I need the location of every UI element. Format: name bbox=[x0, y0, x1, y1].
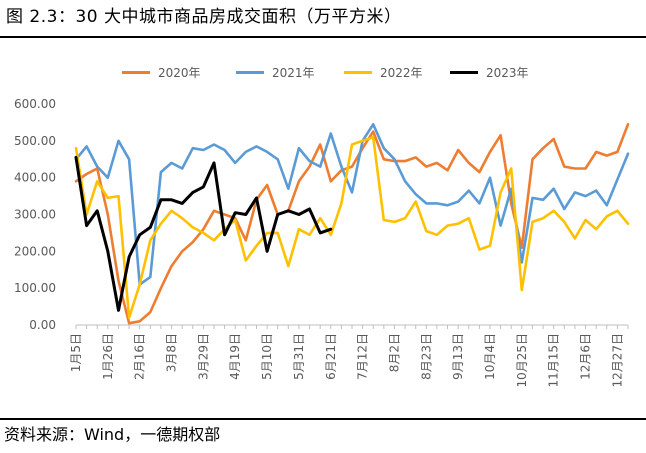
series-lines bbox=[74, 123, 630, 325]
y-tick-label: 0.00 bbox=[29, 318, 56, 332]
source-divider bbox=[0, 418, 646, 420]
legend-swatch-2022 bbox=[344, 70, 372, 74]
x-tick-label: 11月15日 bbox=[547, 333, 561, 388]
y-tick-label: 300.00 bbox=[14, 208, 56, 222]
series-line-2020 bbox=[74, 123, 630, 325]
legend-item-2023: 2023年 bbox=[450, 62, 529, 82]
legend-label-2021: 2021年 bbox=[272, 65, 315, 80]
x-tick-label: 1月5日 bbox=[69, 333, 83, 372]
x-tick-label: 2月16日 bbox=[133, 333, 147, 380]
x-tick-label: 9月13日 bbox=[451, 333, 465, 380]
legend-item-2022: 2022年 bbox=[344, 62, 423, 82]
legend-item-2021: 2021年 bbox=[236, 62, 315, 82]
y-tick-label: 100.00 bbox=[14, 281, 56, 295]
x-tick-label: 5月10日 bbox=[260, 333, 274, 380]
legend-item-2020: 2020年 bbox=[122, 62, 201, 82]
series-line-2021 bbox=[74, 123, 630, 286]
series-line-2023 bbox=[74, 155, 333, 312]
figure-title: 图 2.3：30 大中城市商品房成交面积（万平方米） bbox=[6, 7, 402, 27]
x-tick-label: 10月4日 bbox=[483, 333, 497, 380]
x-tick-label: 12月27日 bbox=[610, 333, 624, 388]
title-divider bbox=[0, 36, 646, 38]
x-tick-label: 1月26日 bbox=[101, 333, 115, 380]
x-tick-label: 3月29日 bbox=[196, 333, 210, 380]
legend-label-2022: 2022年 bbox=[380, 65, 423, 80]
x-tick-label: 6月21日 bbox=[324, 333, 338, 380]
x-tick-label: 3月8日 bbox=[165, 333, 179, 372]
x-tick-label: 4月19日 bbox=[228, 333, 242, 380]
series-line-2022 bbox=[74, 135, 630, 319]
line-chart: 0.00 100.00 200.00 300.00 400.00 500.00 600.00… bbox=[14, 97, 630, 388]
legend-label-2020: 2020年 bbox=[158, 65, 201, 80]
x-tick-label: 8月23日 bbox=[419, 333, 433, 380]
x-tick-label: 10月25日 bbox=[515, 333, 529, 388]
y-tick-label: 600.00 bbox=[14, 97, 56, 111]
legend-label-2023: 2023年 bbox=[486, 65, 529, 80]
x-tick-label: 12月6日 bbox=[579, 333, 593, 380]
y-axis: 0.00 100.00 200.00 300.00 400.00 500.00 600.00 bbox=[14, 97, 56, 332]
legend-swatch-2023 bbox=[450, 70, 478, 74]
chart-legend: 2020年 2021年 2022年 2023年 bbox=[0, 62, 646, 82]
x-tick-label: 8月2日 bbox=[387, 333, 401, 372]
legend-swatch-2020 bbox=[122, 70, 150, 74]
x-tick-label: 5月31日 bbox=[292, 333, 306, 380]
source-note: 资料来源：Wind，一德期权部 bbox=[4, 425, 221, 444]
y-tick-label: 200.00 bbox=[14, 244, 56, 258]
x-tick-label: 7月12日 bbox=[356, 333, 370, 380]
legend-swatch-2021 bbox=[236, 70, 264, 74]
y-tick-label: 500.00 bbox=[14, 134, 56, 148]
x-axis: 1月5日 1月26日 2月16日 3月8日 3月29日 4月19日 5月10日 5月31日 6月… bbox=[69, 324, 629, 388]
y-tick-label: 400.00 bbox=[14, 171, 56, 185]
